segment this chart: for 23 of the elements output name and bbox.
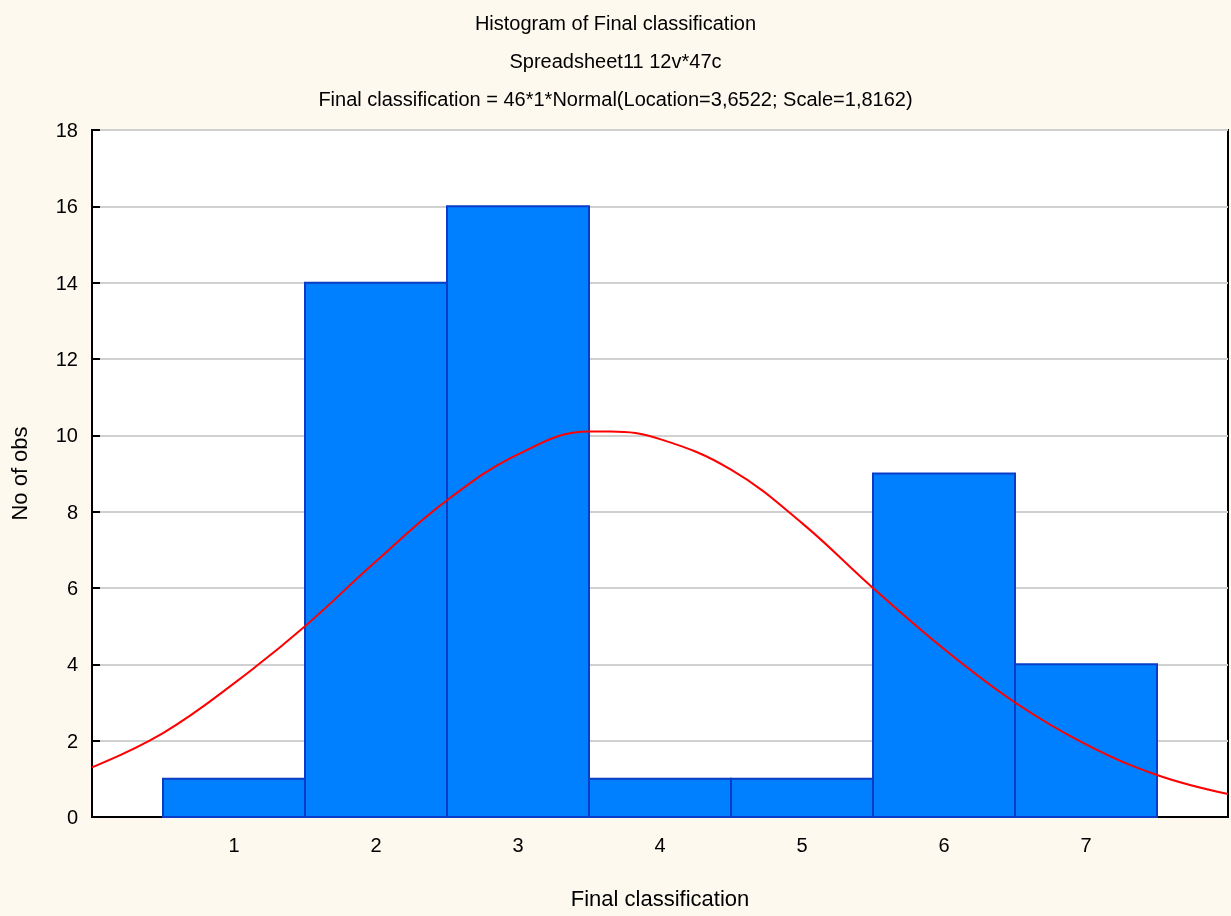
y-tick-label: 0 (66, 806, 78, 828)
y-tick-label: 2 (66, 729, 78, 752)
x-tick-label: 7 (1080, 834, 1092, 856)
x-tick-label: 1 (228, 834, 240, 856)
y-tick-label: 8 (66, 500, 78, 523)
line-series (91, 430, 1229, 796)
chart-title: Histogram of Final classification (474, 12, 757, 34)
x-tick-label: 6 (938, 834, 950, 856)
y-tick-label: 10 (55, 424, 78, 447)
x-tick-label: 4 (654, 834, 666, 856)
y-tick-label: 14 (55, 271, 78, 294)
y-tick-label: 4 (66, 653, 78, 676)
x-tick-label: 3 (512, 834, 524, 856)
x-tick-label: 2 (370, 834, 382, 856)
text: Final classification = 46*1*Normal(Location=3,6522; Scale=1,8162) (318, 88, 913, 110)
y-tick-label: 16 (55, 195, 78, 218)
y-tick-label: 18 (55, 119, 78, 141)
x-tick-label: 5 (796, 834, 808, 856)
y-tick-label: 12 (55, 348, 78, 370)
chart-subtitle: Spreadsheet11 12v*47c (509, 50, 722, 72)
y-axis-title: No of obs (6, 426, 32, 521)
x-axis-title: Final classification (570, 885, 750, 911)
y-tick-label: 6 (66, 577, 78, 599)
